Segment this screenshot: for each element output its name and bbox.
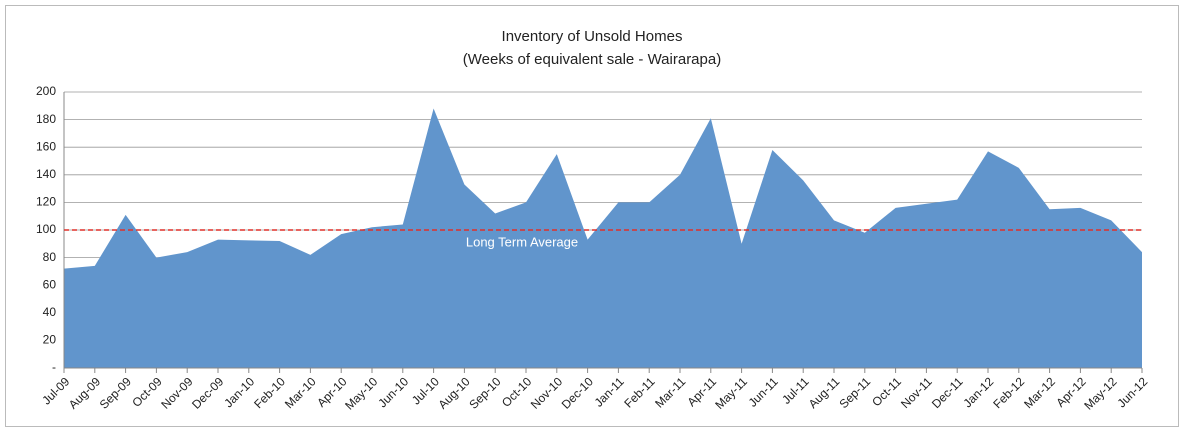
y-tick-label: 160	[36, 139, 56, 153]
y-tick-label: 140	[36, 167, 56, 181]
area	[64, 108, 1142, 368]
y-tick-label: 40	[43, 305, 57, 319]
chart-subtitle: (Weeks of equivalent sale - Wairarapa)	[463, 51, 721, 68]
y-tick-label: 80	[43, 250, 57, 264]
y-tick-label: 200	[36, 84, 56, 98]
y-tick-label: 120	[36, 195, 56, 209]
chart-title: Inventory of Unsold Homes	[502, 28, 683, 45]
y-tick-label: 20	[43, 333, 57, 347]
y-tick-label: -	[52, 360, 56, 374]
y-tick-label: 100	[36, 222, 56, 236]
y-tick-label: 60	[43, 277, 57, 291]
reference-label: Long Term Average	[466, 234, 578, 249]
y-tick-label: 180	[36, 112, 56, 126]
